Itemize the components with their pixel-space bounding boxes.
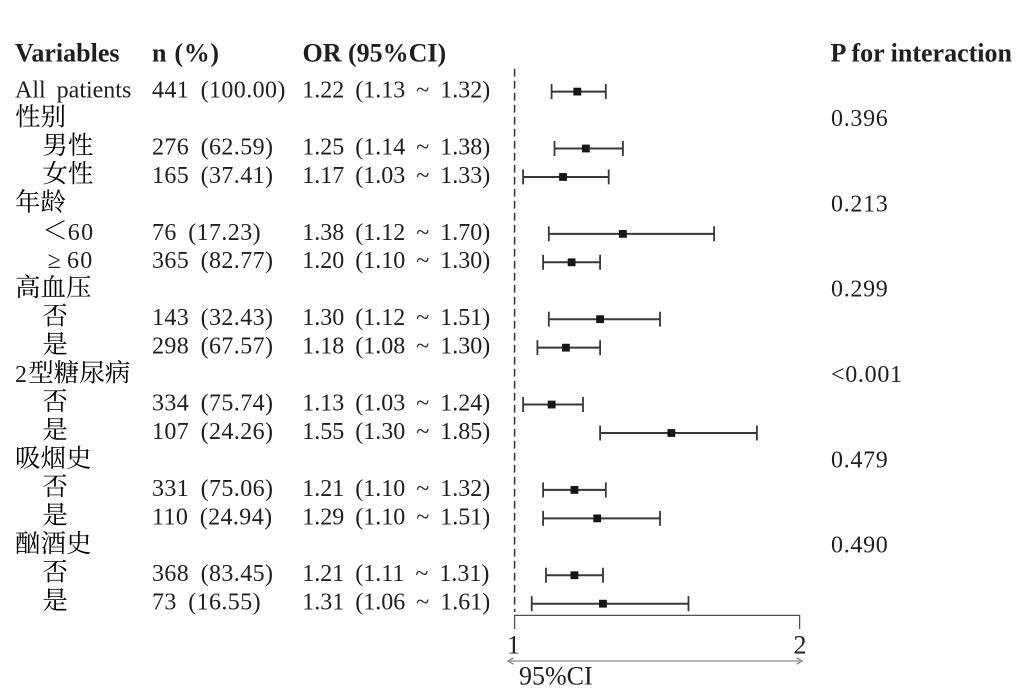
svg-text:1.25 (1.14 ~ 1.38): 1.25 (1.14 ~ 1.38): [302, 134, 490, 160]
svg-text:1.20 (1.10 ~ 1.30): 1.20 (1.10 ~ 1.30): [302, 248, 490, 274]
svg-text:1: 1: [507, 631, 520, 660]
svg-text:1.21 (1.11 ~ 1.31): 1.21 (1.11 ~ 1.31): [302, 561, 489, 587]
svg-text:1.38 (1.12 ~ 1.70): 1.38 (1.12 ~ 1.70): [302, 220, 490, 246]
svg-text:1.17 (1.03 ~ 1.33): 1.17 (1.03 ~ 1.33): [302, 163, 490, 189]
svg-text:0.213: 0.213: [831, 191, 889, 217]
svg-text:107 (24.26): 107 (24.26): [152, 419, 273, 445]
svg-text:143 (32.43): 143 (32.43): [152, 305, 273, 331]
svg-text:95%CI: 95%CI: [519, 662, 593, 691]
svg-text:All patients: All patients: [15, 78, 131, 104]
svg-text:OR (95%CI): OR (95%CI): [303, 39, 447, 68]
svg-text:276 (62.59): 276 (62.59): [152, 134, 273, 160]
svg-text:P for interaction: P for interaction: [831, 39, 1013, 68]
svg-text:1.22 (1.13 ~ 1.32): 1.22 (1.13 ~ 1.32): [302, 78, 490, 104]
svg-text:2: 2: [794, 631, 807, 660]
svg-text:73 (16.55): 73 (16.55): [152, 590, 261, 616]
svg-text:1.31 (1.06 ~ 1.61): 1.31 (1.06 ~ 1.61): [302, 590, 490, 616]
svg-text:1.13 (1.03 ~ 1.24): 1.13 (1.03 ~ 1.24): [302, 390, 490, 416]
svg-text:76 (17.23): 76 (17.23): [152, 220, 261, 246]
svg-text:1.29 (1.10 ~ 1.51): 1.29 (1.10 ~ 1.51): [302, 504, 490, 530]
svg-text:n (%): n (%): [152, 39, 220, 68]
svg-text:Variables: Variables: [15, 39, 120, 68]
svg-text:0.299: 0.299: [831, 277, 889, 303]
svg-text:334 (75.74): 334 (75.74): [152, 390, 273, 416]
svg-text:365 (82.77): 365 (82.77): [152, 248, 273, 274]
svg-text:≥: ≥: [48, 248, 61, 274]
svg-text:110 (24.94): 110 (24.94): [152, 504, 273, 530]
svg-text:0.396: 0.396: [831, 106, 889, 132]
svg-text:165 (37.41): 165 (37.41): [152, 163, 273, 189]
svg-text:<0.001: <0.001: [831, 362, 903, 388]
svg-text:1.55 (1.30 ~ 1.85): 1.55 (1.30 ~ 1.85): [302, 419, 490, 445]
svg-text:2: 2: [15, 362, 28, 388]
svg-text:1.21 (1.10 ~ 1.32): 1.21 (1.10 ~ 1.32): [302, 476, 490, 502]
svg-text:60: 60: [67, 248, 94, 274]
svg-text:0.479: 0.479: [831, 447, 889, 473]
svg-text:331 (75.06): 331 (75.06): [152, 476, 273, 502]
svg-text:298 (67.57): 298 (67.57): [152, 334, 273, 360]
svg-text:0.490: 0.490: [831, 533, 889, 559]
svg-text:60: 60: [68, 220, 95, 246]
svg-text:368 (83.45): 368 (83.45): [152, 561, 273, 587]
svg-text:1.18 (1.08 ~ 1.30): 1.18 (1.08 ~ 1.30): [302, 334, 490, 360]
svg-text:441 (100.00): 441 (100.00): [152, 78, 286, 104]
svg-text:1.30 (1.12 ~ 1.51): 1.30 (1.12 ~ 1.51): [302, 305, 490, 331]
